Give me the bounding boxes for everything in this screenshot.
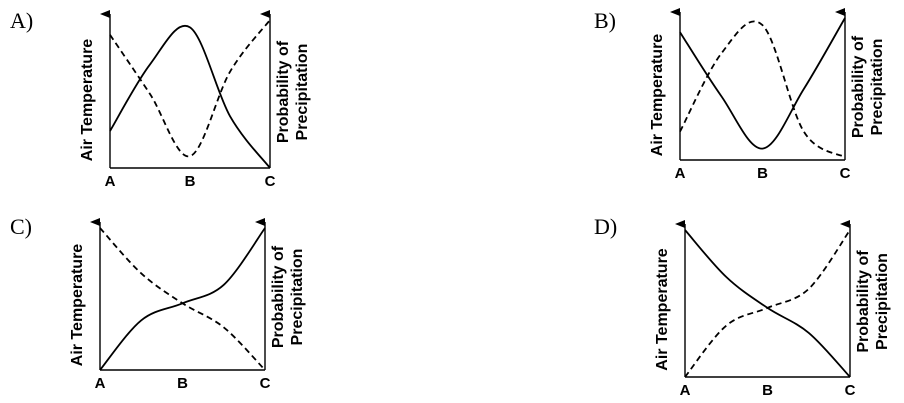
right-axis-label-line: Precipitation (874, 253, 891, 350)
right-axis-label-line: Probability of (275, 40, 292, 143)
dashed-curve (99, 227, 266, 371)
dashed-curve (684, 229, 851, 378)
option-label: D) (594, 214, 618, 239)
solid-curve (109, 24, 271, 169)
x-tick-label: B (757, 165, 768, 182)
chart-panel-a: Air Temperature Probability of Precipitati… (79, 10, 311, 190)
solid-curve (679, 17, 846, 150)
option-label: C) (10, 214, 32, 239)
x-tick-label: C (265, 173, 276, 190)
x-tick-label: C (840, 165, 851, 182)
left-axis-label: Air Temperature (654, 248, 671, 371)
chart-panel-b: Air Temperature Probability of Precipitati… (649, 8, 886, 182)
right-axis-label-line: Precipitation (289, 249, 306, 346)
right-axis-label-line: Precipitation (869, 39, 886, 136)
x-tick-label: A (95, 375, 106, 392)
x-tick-label: C (845, 382, 856, 399)
x-tick-label: B (762, 382, 773, 399)
option-label: B) (594, 8, 616, 33)
x-tick-label: A (105, 173, 116, 190)
left-axis-label: Air Temperature (649, 34, 666, 157)
dashed-curve (109, 19, 271, 158)
right-axis-label-line: Precipitation (294, 44, 311, 141)
x-tick-label: B (177, 375, 188, 392)
chart-panel-d: Air Temperature Probability of Precipitati… (654, 220, 891, 399)
left-axis-label: Air Temperature (79, 39, 96, 162)
x-tick-label: A (675, 165, 686, 182)
left-axis-label: Air Temperature (69, 244, 86, 367)
x-tick-label: B (185, 173, 196, 190)
right-axis-label-line: Probability of (850, 35, 867, 138)
x-tick-label: A (680, 382, 691, 399)
option-label: A) (10, 8, 34, 33)
dashed-curve (679, 20, 846, 159)
right-axis-label-line: Probability of (270, 245, 287, 348)
right-axis-label-line: Probability of (855, 250, 872, 353)
solid-curve (99, 227, 266, 371)
x-tick-label: C (260, 375, 271, 392)
chart-panel-c: Air Temperature Probability of Precipitati… (69, 218, 306, 392)
solid-curve (684, 229, 851, 378)
